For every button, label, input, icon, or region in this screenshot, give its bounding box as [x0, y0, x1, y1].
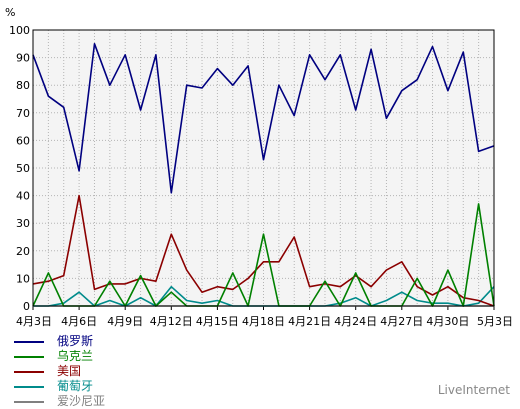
- x-tick-label: 4月9日: [107, 315, 143, 328]
- legend-label: 爱沙尼亚: [57, 394, 106, 408]
- y-tick-label: 30: [16, 217, 30, 230]
- legend: 俄罗斯 乌克兰 美国 葡萄牙 爱沙尼亚: [14, 334, 105, 409]
- y-tick-label: 90: [16, 52, 30, 65]
- x-tick-label: 4月6日: [61, 315, 97, 328]
- x-tick-label: 4月24日: [334, 315, 377, 328]
- legend-label: 美国: [57, 364, 82, 378]
- y-tick-label: 0: [23, 300, 30, 313]
- x-tick-label: 4月18日: [242, 315, 285, 328]
- x-tick-label: 5月3日: [477, 315, 513, 328]
- plot-frame: [32, 29, 495, 307]
- brand-label: LiveInternet: [437, 383, 510, 397]
- line-chart: 0 10 20 30 40 50 60 70 80 90 100 4月3日 4月6日 4月9日 4月12日…: [5, 6, 513, 328]
- legend-swatch: [14, 385, 44, 388]
- series-line-俄罗斯: [32, 42, 495, 194]
- y-tick-label: 10: [16, 272, 30, 285]
- legend-item: 爱沙尼亚: [14, 394, 105, 409]
- legend-swatch: [14, 340, 44, 343]
- legend-item: 俄罗斯: [14, 334, 105, 349]
- y-tick-label: 40: [16, 190, 30, 203]
- legend-item: 美国: [14, 364, 105, 379]
- legend-swatch: [14, 370, 44, 373]
- y-tick-label: 60: [16, 134, 30, 147]
- series-line-乌克兰: [32, 203, 495, 307]
- legend-item: 乌克兰: [14, 349, 105, 364]
- y-tick-label: 80: [16, 79, 30, 92]
- legend-label: 乌克兰: [57, 349, 94, 363]
- series-line-美国: [32, 194, 495, 307]
- x-tick-label: 4月15日: [196, 315, 239, 328]
- legend-swatch: [14, 355, 44, 358]
- y-axis-label: %: [5, 6, 15, 19]
- x-tick-label: 4月3日: [16, 315, 52, 328]
- y-tick-label: 70: [16, 107, 30, 120]
- legend-label: 葡萄牙: [57, 379, 94, 393]
- legend-item: 葡萄牙: [14, 379, 105, 394]
- x-tick-label: 4月21日: [288, 315, 331, 328]
- y-tick-label: 100: [9, 24, 30, 37]
- x-tick-label: 4月12日: [150, 315, 193, 328]
- x-tick-label: 4月30日: [426, 315, 469, 328]
- legend-swatch: [14, 400, 44, 403]
- legend-label: 俄罗斯: [57, 334, 94, 348]
- y-tick-label: 50: [16, 162, 30, 175]
- y-tick-label: 20: [16, 245, 30, 258]
- x-tick-label: 4月27日: [380, 315, 423, 328]
